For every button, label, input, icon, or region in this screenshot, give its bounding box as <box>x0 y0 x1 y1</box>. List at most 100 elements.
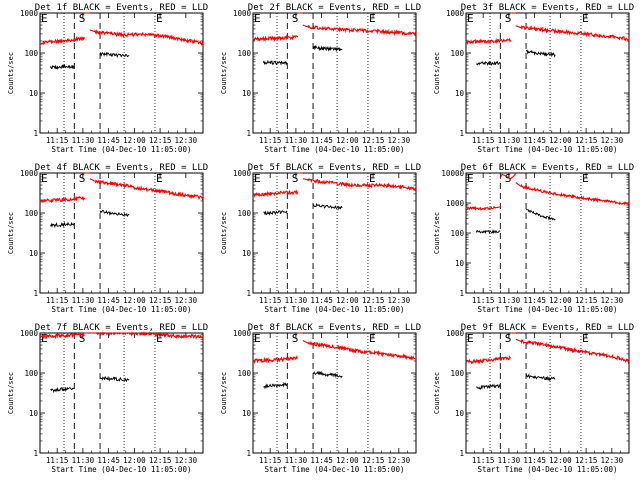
y-axis-label: Counts/sec <box>220 52 228 94</box>
x-tick-label: 12:30 <box>388 296 411 305</box>
x-tick-label: 12:15 <box>149 456 172 465</box>
event-marker: S <box>505 12 512 25</box>
y-tick-label: 10 <box>29 89 39 98</box>
x-tick-label: 12:30 <box>601 456 624 465</box>
x-tick-label: 11:30 <box>72 136 95 145</box>
y-tick-label: 10 <box>29 409 39 418</box>
y-axis-label: Counts/sec <box>220 212 228 254</box>
events-series-line <box>312 202 343 211</box>
y-tick-label: 100 <box>237 369 251 378</box>
x-axis-label: Start Time (04-Dec-10 11:05:00) <box>478 145 618 154</box>
x-tick-label: 11:30 <box>285 136 308 145</box>
chart-panel: Det 5f BLACK = Events, RED = LLD 1 10 100 10… <box>220 163 421 314</box>
x-tick-label: 12:30 <box>175 136 198 145</box>
x-tick-label: 11:30 <box>498 296 521 305</box>
event-marker: E <box>41 332 48 345</box>
chart-panel: Det 6f BLACK = Events, RED = LLD 1 10 100 10… <box>433 163 634 314</box>
plot-frame <box>39 12 204 134</box>
x-tick-label: 12:15 <box>575 296 598 305</box>
x-tick-label: 11:45 <box>310 136 333 145</box>
chart-panel: Det 1f BLACK = Events, RED = LLD 1 10 100 10… <box>7 3 208 154</box>
events-series-line <box>475 229 501 235</box>
x-axis-label: Start Time (04-Dec-10 11:05:00) <box>478 305 618 314</box>
events-series-line <box>476 60 501 67</box>
plot-frame <box>465 332 630 454</box>
lld-series-line <box>307 340 417 361</box>
event-marker: E <box>156 172 163 185</box>
y-tick-label: 100 <box>450 229 464 238</box>
y-tick-label: 1000 <box>446 329 465 338</box>
y-tick-label: 1000 <box>20 329 39 338</box>
x-tick-label: 12:30 <box>601 296 624 305</box>
x-tick-label: 12:00 <box>549 136 572 145</box>
lld-series-line <box>307 178 417 192</box>
lld-series-line <box>302 178 308 181</box>
x-tick-label: 12:15 <box>575 456 598 465</box>
lld-series-line <box>252 34 299 43</box>
chart-title: Det 2f BLACK = Events, RED = LLD <box>248 3 421 13</box>
x-tick-label: 12:15 <box>362 136 385 145</box>
x-tick-label: 11:15 <box>259 456 282 465</box>
plot-frame <box>465 12 630 134</box>
x-axis-label: Start Time (04-Dec-10 11:05:00) <box>265 305 405 314</box>
event-marker: E <box>254 332 261 345</box>
plot-frame <box>39 172 204 294</box>
lld-series-line <box>515 25 522 29</box>
y-tick-label: 1 <box>246 449 251 458</box>
events-series-line <box>99 209 130 218</box>
event-marker: E <box>156 12 163 25</box>
y-tick-label: 10 <box>242 409 252 418</box>
lld-series-line <box>465 37 512 46</box>
x-tick-label: 12:00 <box>336 136 359 145</box>
chart-title: Det 5f BLACK = Events, RED = LLD <box>248 163 421 173</box>
y-tick-label: 10 <box>455 89 465 98</box>
x-tick-label: 12:00 <box>336 296 359 305</box>
x-tick-label: 11:15 <box>46 456 69 465</box>
y-tick-label: 1000 <box>233 9 252 18</box>
y-axis-label: Counts/sec <box>433 52 441 94</box>
y-tick-label: 1 <box>246 289 251 298</box>
events-series-line <box>263 210 288 216</box>
x-tick-label: 11:30 <box>498 136 521 145</box>
x-tick-label: 12:15 <box>362 456 385 465</box>
lld-series-line <box>302 340 309 344</box>
plot-frame <box>252 12 417 134</box>
lld-series-line <box>499 172 517 180</box>
chart-panel: Det 2f BLACK = Events, RED = LLD 1 10 100 10… <box>220 3 421 154</box>
y-tick-label: 1 <box>33 449 38 458</box>
y-tick-label: 100 <box>450 49 464 58</box>
event-marker: E <box>369 12 376 25</box>
x-tick-label: 11:45 <box>523 296 546 305</box>
events-series-line <box>525 373 556 382</box>
y-tick-label: 1 <box>459 289 464 298</box>
y-tick-label: 10 <box>242 249 252 258</box>
events-series-line <box>525 49 556 58</box>
x-tick-label: 11:15 <box>46 136 69 145</box>
x-tick-label: 12:00 <box>549 456 572 465</box>
chart-panel: Det 4f BLACK = Events, RED = LLD 1 10 100 10… <box>7 163 208 314</box>
x-tick-label: 12:30 <box>601 136 624 145</box>
x-tick-label: 11:15 <box>472 136 495 145</box>
x-tick-label: 11:45 <box>97 456 120 465</box>
y-tick-label: 1000 <box>20 169 39 178</box>
event-marker: E <box>467 332 474 345</box>
event-marker: E <box>582 12 589 25</box>
y-axis-label: Counts/sec <box>7 212 15 254</box>
x-tick-label: 12:15 <box>575 136 598 145</box>
event-marker: S <box>292 172 299 185</box>
lld-series-line <box>39 196 86 204</box>
y-tick-label: 10000 <box>441 169 464 178</box>
x-tick-label: 12:00 <box>123 136 146 145</box>
y-tick-label: 1000 <box>446 199 465 208</box>
chart-title: Det 3f BLACK = Events, RED = LLD <box>461 3 634 13</box>
event-marker: E <box>369 172 376 185</box>
y-tick-label: 10 <box>29 249 39 258</box>
x-tick-label: 12:00 <box>336 456 359 465</box>
lld-series-line <box>89 29 96 33</box>
x-tick-label: 11:15 <box>46 296 69 305</box>
lld-series-line <box>515 182 522 187</box>
x-tick-label: 11:45 <box>97 296 120 305</box>
x-tick-label: 12:15 <box>149 136 172 145</box>
y-tick-label: 10 <box>455 259 465 268</box>
